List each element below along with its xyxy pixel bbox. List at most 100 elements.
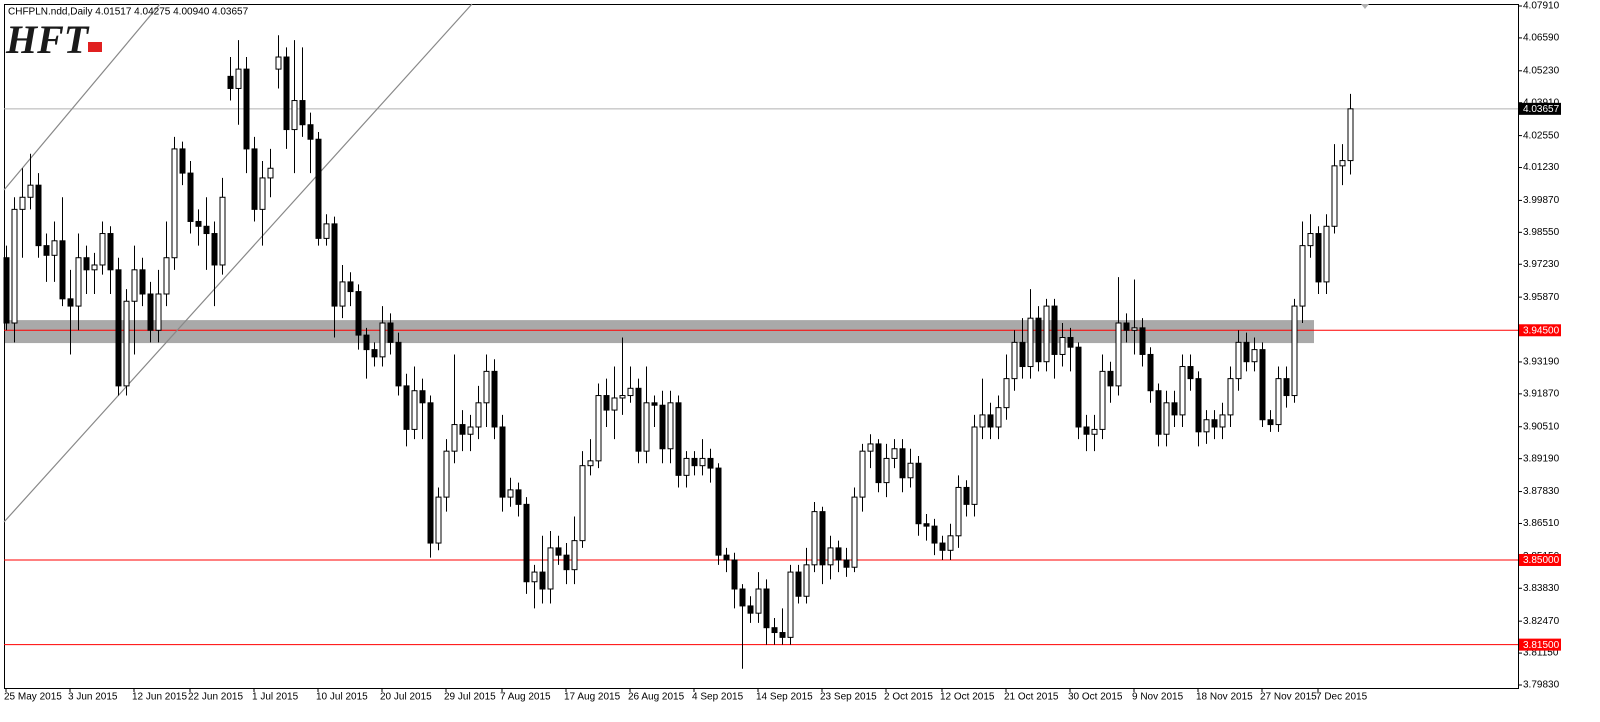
- candle-body: [1003, 378, 1010, 409]
- level-box: [1519, 638, 1561, 651]
- candle-body: [611, 397, 618, 411]
- x-tick-label: 21 Oct 2015: [1004, 692, 1059, 703]
- candle-body: [499, 426, 506, 498]
- plot-frame: [4, 4, 1519, 689]
- candle-body: [987, 414, 994, 428]
- candle-body: [1259, 349, 1266, 421]
- candle-body: [547, 547, 554, 590]
- candle-body: [307, 124, 314, 140]
- candle-body: [419, 390, 426, 404]
- candle-body: [643, 402, 650, 452]
- candle-body: [1275, 378, 1282, 426]
- candle-body: [355, 291, 362, 336]
- candle-body: [1331, 165, 1338, 227]
- candle-body: [555, 547, 562, 556]
- candle-body: [51, 240, 58, 256]
- candle-body: [1179, 366, 1186, 416]
- candle-body: [995, 407, 1002, 428]
- candle-body: [1187, 366, 1194, 380]
- level-box: [1519, 553, 1561, 566]
- candle-body: [787, 571, 794, 638]
- candle-body: [715, 467, 722, 556]
- x-tick-label: 2 Oct 2015: [884, 692, 933, 703]
- x-tick-label: 1 Jul 2015: [252, 692, 299, 703]
- candle-body: [107, 233, 114, 271]
- candle-body: [1155, 390, 1162, 435]
- x-tick-label: 14 Sep 2015: [756, 692, 813, 703]
- candle-body: [1347, 108, 1354, 162]
- candle-body: [1083, 426, 1090, 435]
- candle-body: [227, 75, 234, 89]
- candle-body: [1291, 305, 1298, 397]
- level-box: [1519, 324, 1561, 337]
- candle-body: [123, 300, 130, 387]
- candle-body: [1027, 317, 1034, 368]
- candle-body: [979, 414, 986, 428]
- candle-body: [19, 196, 26, 210]
- candle-body: [739, 588, 746, 607]
- candle-body: [395, 341, 402, 387]
- candle-body: [371, 349, 378, 358]
- candle-body: [1171, 402, 1178, 416]
- candle-body: [843, 559, 850, 568]
- x-tick-label: 29 Jul 2015: [444, 692, 496, 703]
- candle-body: [659, 404, 666, 450]
- candle-body: [299, 100, 306, 126]
- candle-body: [43, 245, 50, 256]
- x-tick-label: 27 Nov 2015: [1260, 692, 1317, 703]
- candle-body: [947, 535, 954, 551]
- support-zone: [5, 320, 1314, 344]
- y-tick-label: 3.93190: [1523, 357, 1560, 368]
- candle-body: [1075, 346, 1082, 428]
- candle-body: [635, 387, 642, 452]
- candle-body: [731, 559, 738, 590]
- candle-body: [1067, 337, 1074, 348]
- candle-body: [859, 450, 866, 498]
- candle-body: [915, 462, 922, 525]
- candle-body: [491, 370, 498, 428]
- candle-body: [1195, 378, 1202, 433]
- candle-body: [1283, 378, 1290, 397]
- x-tick-label: 23 Sep 2015: [820, 692, 877, 703]
- candle-body: [1339, 160, 1346, 167]
- candle-body: [571, 540, 578, 571]
- candle-body: [411, 390, 418, 430]
- candle-body: [1299, 245, 1306, 307]
- candle-body: [75, 257, 82, 307]
- candle-body: [827, 547, 834, 566]
- candle-body: [939, 542, 946, 551]
- x-tick-label: 10 Jul 2015: [316, 692, 368, 703]
- candle-body: [603, 395, 610, 411]
- y-tick-label: 3.98550: [1523, 227, 1560, 238]
- candle-body: [923, 523, 930, 527]
- candle-body: [1163, 402, 1170, 435]
- y-tick-label: 3.91870: [1523, 389, 1560, 400]
- candle-body: [3, 257, 10, 324]
- candle-body: [91, 264, 98, 271]
- candle-body: [1091, 428, 1098, 435]
- logo-dot: [88, 42, 102, 52]
- y-tick-label: 3.99870: [1523, 195, 1560, 206]
- candle-body: [451, 424, 458, 452]
- x-tick-label: 9 Nov 2015: [1132, 692, 1184, 703]
- candle-body: [891, 448, 898, 459]
- candle-body: [203, 225, 210, 235]
- candle-body: [1323, 225, 1330, 283]
- candle-body: [931, 525, 938, 544]
- candle-body: [115, 269, 122, 387]
- last-price-box: [1519, 102, 1561, 115]
- candle-body: [907, 462, 914, 479]
- candle-body: [475, 402, 482, 428]
- candle-body: [323, 223, 330, 239]
- candle-body: [1139, 327, 1146, 355]
- candle-body: [1099, 370, 1106, 430]
- candle-body: [27, 184, 34, 198]
- candle-body: [131, 269, 138, 302]
- candle-body: [531, 571, 538, 583]
- candle-body: [267, 167, 274, 179]
- candle-body: [435, 496, 442, 544]
- candle-body: [1051, 305, 1058, 355]
- candle-body: [675, 402, 682, 476]
- candle-body: [1131, 327, 1138, 331]
